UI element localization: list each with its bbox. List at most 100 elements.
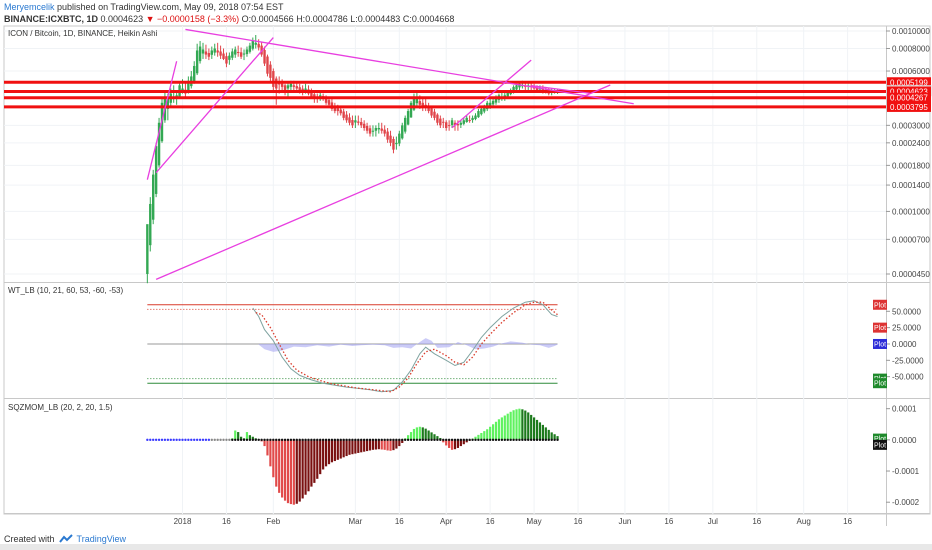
momentum-bar	[450, 439, 454, 450]
squeeze-dot	[354, 438, 357, 442]
candle-body	[392, 139, 395, 150]
last-price: 0.0004623	[100, 14, 144, 24]
candle-body	[166, 97, 170, 109]
squeeze-dot	[316, 438, 319, 442]
x-tick-label: 16	[664, 517, 673, 526]
trendline	[155, 84, 611, 281]
squeeze-dot	[330, 438, 334, 442]
squeeze-dot	[245, 438, 249, 442]
momentum-bar	[371, 439, 375, 450]
momentum-bar	[418, 426, 421, 440]
squeeze-dot	[266, 438, 269, 442]
candle-body	[377, 127, 381, 130]
momentum-bar	[398, 439, 401, 447]
momentum-bar	[298, 439, 301, 502]
squeeze-dot	[521, 438, 524, 442]
momentum-bar	[336, 439, 339, 460]
candle-body	[289, 83, 293, 87]
horizontal-scrollbar[interactable]	[0, 544, 932, 550]
momentum-bar	[433, 434, 436, 440]
squeeze-dot	[166, 438, 170, 442]
x-tick-label: Feb	[266, 517, 280, 526]
candle-body	[456, 124, 460, 126]
candle-body	[512, 86, 515, 93]
candle-body	[380, 128, 383, 131]
candle-body	[383, 129, 386, 134]
wt-legend-badge	[873, 378, 887, 389]
squeeze-dot	[459, 438, 463, 442]
trendline	[185, 28, 634, 105]
candle-body	[345, 114, 348, 121]
squeeze-dot	[260, 438, 263, 442]
momentum-bar	[430, 432, 433, 440]
squeeze-dot	[257, 438, 260, 442]
squeeze-dot	[445, 438, 448, 442]
chart-canvas[interactable]: 2018 16 Feb Mar 16 Apr 16 May 16 Jun 16 Jul 16 Aug 16 0…	[0, 0, 932, 532]
candle-body	[518, 83, 521, 88]
wt-legend-label: Plot	[874, 302, 886, 309]
squeeze-dot	[319, 438, 322, 442]
wt-legend-label: Plot	[874, 341, 886, 348]
x-tick-label: Aug	[797, 517, 811, 526]
squeeze-dot	[415, 438, 419, 442]
y-tick-label: 0.0001400	[892, 181, 930, 190]
squeeze-dot	[515, 438, 518, 442]
squeeze-dot	[371, 438, 375, 442]
momentum-bar	[494, 421, 498, 440]
momentum-bar	[533, 417, 536, 440]
candle-body	[371, 130, 375, 132]
candle-body	[433, 111, 436, 118]
momentum-bar	[330, 439, 334, 463]
candle-body	[272, 71, 275, 87]
candle-body	[201, 49, 205, 54]
momentum-bar	[316, 439, 319, 479]
candle-body	[236, 51, 240, 53]
squeeze-dot	[213, 438, 216, 442]
squeeze-dot	[398, 438, 401, 442]
squeeze-dot	[383, 438, 386, 442]
momentum-bar	[512, 410, 515, 440]
momentum-bar	[459, 439, 462, 447]
x-tick-label: May	[527, 517, 542, 526]
candle-body	[310, 91, 313, 98]
wt-legend-label: Plot	[874, 381, 886, 388]
squeeze-dot	[468, 438, 471, 442]
momentum-bar	[251, 436, 254, 440]
squeeze-dot	[524, 438, 527, 442]
squeeze-dot	[339, 438, 342, 442]
squeeze-dot	[427, 438, 430, 442]
squeeze-dot	[351, 438, 354, 442]
tradingview-brand-link[interactable]: TradingView	[76, 534, 127, 544]
squeeze-dot	[374, 438, 378, 442]
momentum-bar	[489, 426, 492, 440]
squeeze-dot	[175, 438, 178, 442]
squeeze-dot	[527, 438, 530, 442]
momentum-bar	[486, 429, 489, 440]
squeeze-dot	[301, 438, 304, 442]
squeeze-dot	[304, 438, 307, 442]
wt-y-tick-label: -25.0000	[892, 356, 924, 365]
momentum-bar	[240, 436, 243, 440]
candle-body	[339, 109, 342, 114]
squeeze-dot	[509, 438, 512, 442]
momentum-bar	[269, 439, 272, 467]
sqz-legend-label: Plot	[874, 442, 886, 449]
squeeze-dot	[357, 438, 360, 442]
sqz-pane-title: SQZMOM_LB (20, 2, 20, 1.5)	[8, 403, 113, 412]
publish-header: Meryemcelik published on TradingView.com…	[4, 1, 284, 13]
candle-body	[491, 100, 495, 105]
candle-body	[403, 117, 407, 132]
momentum-bar	[345, 439, 348, 457]
wt-y-tick-label: 50.0000	[892, 307, 921, 316]
y-tick-label: 0.0004623	[890, 87, 928, 96]
author-link[interactable]: Meryemcelik	[4, 2, 55, 12]
squeeze-dot	[365, 438, 369, 442]
squeeze-dot	[201, 438, 205, 442]
momentum-bar	[374, 439, 377, 450]
squeeze-dot	[298, 438, 301, 442]
candle-body	[430, 108, 433, 116]
candle-body	[538, 88, 542, 90]
momentum-bar	[424, 428, 427, 440]
squeeze-dot	[295, 438, 298, 442]
momentum-bar	[421, 427, 424, 440]
